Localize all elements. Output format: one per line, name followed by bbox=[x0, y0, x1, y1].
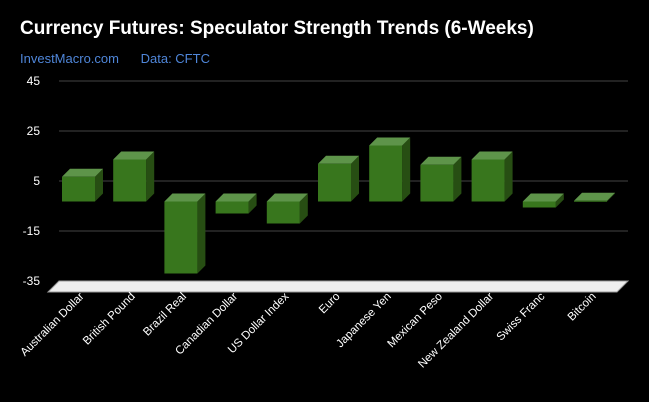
bar-side bbox=[402, 137, 411, 202]
bar-side bbox=[95, 168, 103, 202]
y-tick-label: -15 bbox=[23, 224, 41, 238]
bar-canadian-dollar bbox=[215, 201, 249, 214]
bar-top bbox=[471, 151, 513, 160]
chart-floor bbox=[46, 280, 630, 293]
x-category-label: Brazil Real bbox=[141, 291, 189, 339]
bar-top bbox=[266, 193, 308, 202]
bar-euro bbox=[318, 163, 351, 202]
bar-side bbox=[197, 193, 206, 274]
data-source: Data: CFTC bbox=[140, 51, 210, 66]
bar-side bbox=[453, 156, 462, 202]
y-tick-label: -35 bbox=[23, 274, 41, 288]
x-category-label: Euro bbox=[317, 291, 343, 317]
bar-mexican-peso bbox=[420, 164, 454, 202]
bar-side bbox=[351, 155, 359, 202]
bar-side bbox=[504, 151, 513, 202]
bar-top bbox=[164, 193, 206, 202]
bar-australian-dollar bbox=[62, 176, 95, 202]
y-tick-label: 45 bbox=[27, 74, 41, 88]
x-category-label: Australian Dollar bbox=[18, 291, 86, 359]
bar-top bbox=[113, 151, 155, 160]
bar-top bbox=[574, 192, 615, 201]
bar-brazil-real bbox=[164, 201, 198, 274]
bar-top bbox=[62, 168, 103, 177]
bar-top bbox=[420, 156, 462, 165]
bar-side bbox=[555, 193, 564, 208]
bar-top bbox=[318, 155, 359, 164]
bar-side bbox=[299, 193, 308, 224]
bar-top bbox=[369, 137, 411, 146]
y-tick-label: 25 bbox=[27, 124, 41, 138]
bar-side bbox=[607, 192, 615, 202]
bar-side bbox=[248, 193, 257, 214]
y-tick-label: 5 bbox=[33, 174, 40, 188]
x-category-label: Bitcoin bbox=[566, 291, 599, 324]
bar-side bbox=[146, 151, 155, 202]
bar-bitcoin bbox=[574, 200, 607, 202]
chart-title: Currency Futures: Speculator Strength Tr… bbox=[20, 18, 534, 39]
bar-british-pound bbox=[113, 159, 147, 202]
x-category-label: British Pound bbox=[81, 291, 138, 348]
bar-top bbox=[522, 193, 564, 202]
bar-japanese-yen bbox=[369, 145, 403, 202]
site-link[interactable]: InvestMacro.com bbox=[20, 51, 119, 66]
bar-new-zealand-dollar bbox=[471, 159, 505, 202]
bar-us-dollar-index bbox=[266, 201, 300, 224]
x-category-label: Swiss Franc bbox=[495, 290, 548, 343]
bar-top bbox=[215, 193, 257, 202]
chart-subtitle: InvestMacro.com Data: CFTC bbox=[20, 51, 228, 66]
bar-swiss-franc bbox=[522, 201, 556, 208]
